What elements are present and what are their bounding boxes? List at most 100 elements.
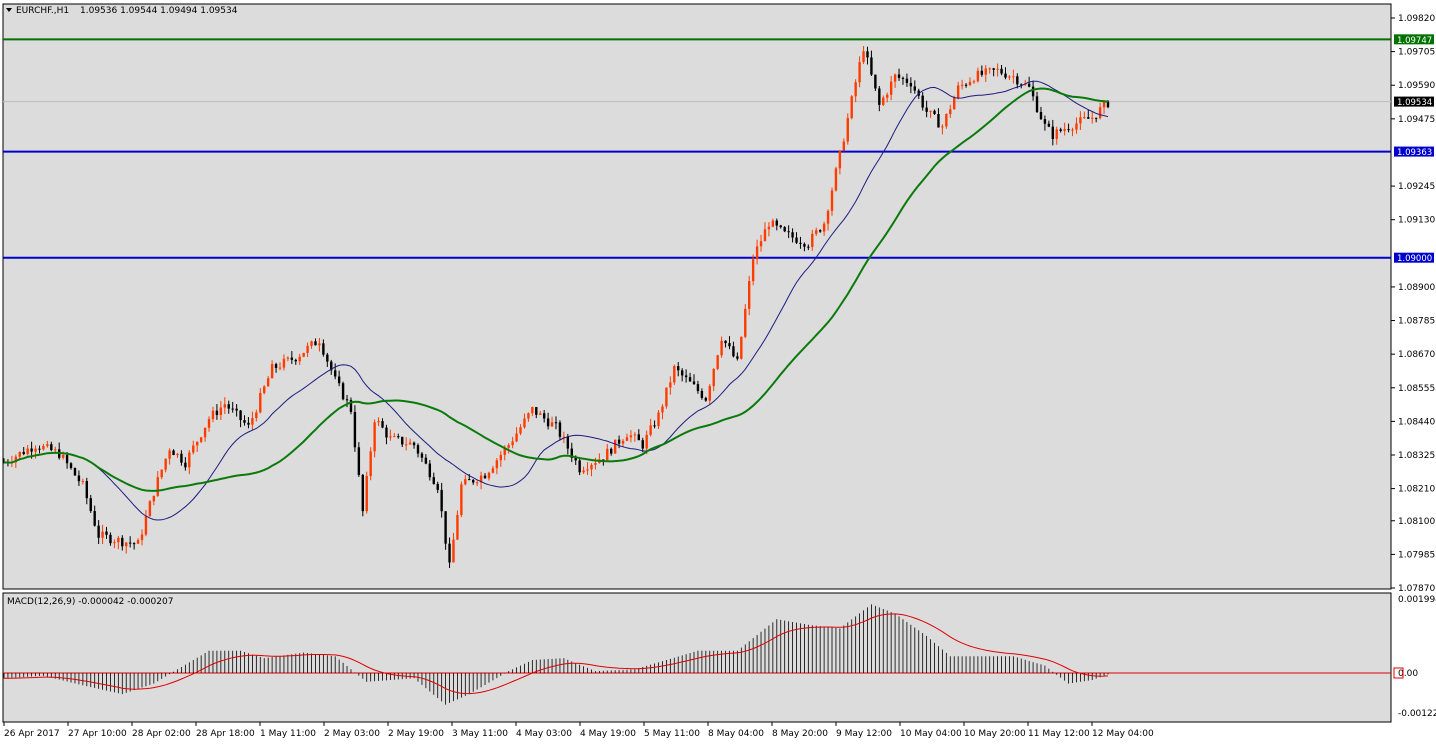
candle-body	[716, 355, 719, 369]
candle-body	[779, 225, 782, 228]
candle-body	[858, 62, 861, 83]
candle-body	[535, 407, 538, 415]
candle-body	[838, 150, 842, 169]
candle-body	[322, 343, 325, 355]
candle-body	[412, 442, 416, 446]
macd-indicator: 0.001994 0.00 -0.001222	[3, 595, 1436, 719]
candle-body	[239, 410, 242, 421]
macd-tick-label: 0.001994	[1398, 595, 1436, 605]
candle-body	[677, 366, 680, 371]
candle-body	[255, 412, 258, 419]
candle-body	[1004, 73, 1007, 78]
level-price-label: 1.09363	[1397, 148, 1432, 158]
candle-body	[310, 341, 313, 346]
candle-body	[815, 230, 818, 234]
candle-body	[109, 534, 112, 544]
time-tick-label: 4 May 03:00	[516, 729, 572, 739]
candle-body	[886, 94, 889, 98]
candle-body	[941, 126, 944, 128]
candle-body	[136, 540, 140, 544]
candle-body	[968, 81, 972, 86]
candle-body	[842, 141, 846, 151]
dropdown-triangle-icon[interactable]	[6, 8, 12, 12]
candle-body	[357, 447, 361, 475]
candle-body	[263, 386, 266, 393]
candle-body	[775, 220, 778, 226]
price-tick-label: 1.08670	[1398, 350, 1435, 360]
candle-body	[282, 358, 286, 368]
candle-body	[980, 70, 984, 75]
candle-body	[164, 458, 167, 470]
candle-body	[732, 346, 735, 357]
candle-body	[700, 391, 704, 398]
candle-body	[444, 511, 447, 544]
candle-body	[30, 448, 33, 452]
macd-plot-area[interactable]	[2, 592, 1392, 723]
time-tick-label: 5 May 11:00	[644, 729, 700, 739]
candle-body	[65, 454, 69, 464]
candle-body	[744, 308, 747, 337]
candle-body	[925, 107, 928, 112]
candle-body	[992, 68, 995, 70]
candle-body	[341, 383, 345, 400]
candle-body	[550, 422, 554, 427]
time-tick-label: 9 May 12:00	[836, 729, 892, 739]
level-price-label: 1.09747	[1397, 36, 1432, 46]
candle-body	[18, 451, 21, 457]
candle-body	[834, 168, 838, 191]
candle-body	[373, 422, 376, 452]
candle-body	[519, 427, 522, 434]
candle-body	[401, 436, 404, 445]
candle-body	[168, 450, 171, 459]
candle-body	[1043, 119, 1047, 124]
level-price-tag	[1394, 34, 1434, 45]
price-axis: 1.09820 1.09705 1.09590 1.09475 1.09245 1.091…	[1391, 14, 1435, 594]
candle-body	[1008, 76, 1011, 78]
candle-body	[1067, 129, 1070, 131]
candle-body	[428, 463, 432, 478]
candle-body	[901, 77, 905, 79]
candle-body	[1098, 107, 1102, 119]
candle-body	[472, 479, 475, 483]
candle-body	[1087, 117, 1090, 119]
candle-body	[259, 392, 262, 413]
candle-body	[984, 68, 987, 75]
candle-body	[26, 448, 29, 455]
candle-body	[1055, 129, 1058, 139]
candle-body	[290, 357, 294, 360]
candle-body	[215, 410, 219, 416]
candle-body	[574, 457, 577, 461]
candle-body	[507, 445, 510, 448]
price-plot-area[interactable]	[2, 3, 1392, 590]
level-price-tag	[1394, 146, 1434, 157]
candle-body	[566, 436, 570, 449]
candle-body	[751, 259, 755, 282]
price-tick-label: 1.09590	[1398, 81, 1435, 91]
candle-body	[976, 70, 980, 82]
candle-body	[594, 463, 597, 465]
candle-body	[905, 78, 909, 83]
candle-body	[475, 482, 479, 484]
candle-body	[452, 539, 455, 563]
candle-body	[144, 516, 148, 535]
candle-body	[771, 220, 775, 227]
candle-body	[270, 364, 274, 379]
candle-body	[897, 74, 901, 78]
candle-body	[539, 413, 542, 415]
candle-body	[870, 57, 873, 75]
macd-signal-line	[3, 613, 1109, 695]
candle-body	[77, 475, 81, 482]
candle-body	[645, 434, 648, 449]
candle-body	[759, 241, 763, 247]
candle-body	[680, 370, 684, 376]
candle-body	[385, 427, 388, 438]
candle-body	[554, 422, 558, 424]
candle-body	[1106, 101, 1110, 108]
candle-body	[424, 457, 428, 464]
candle-body	[669, 382, 672, 388]
time-tick-label: 8 May 20:00	[772, 729, 828, 739]
candle-body	[653, 425, 656, 427]
candle-body	[515, 433, 518, 442]
candle-body	[720, 340, 723, 356]
